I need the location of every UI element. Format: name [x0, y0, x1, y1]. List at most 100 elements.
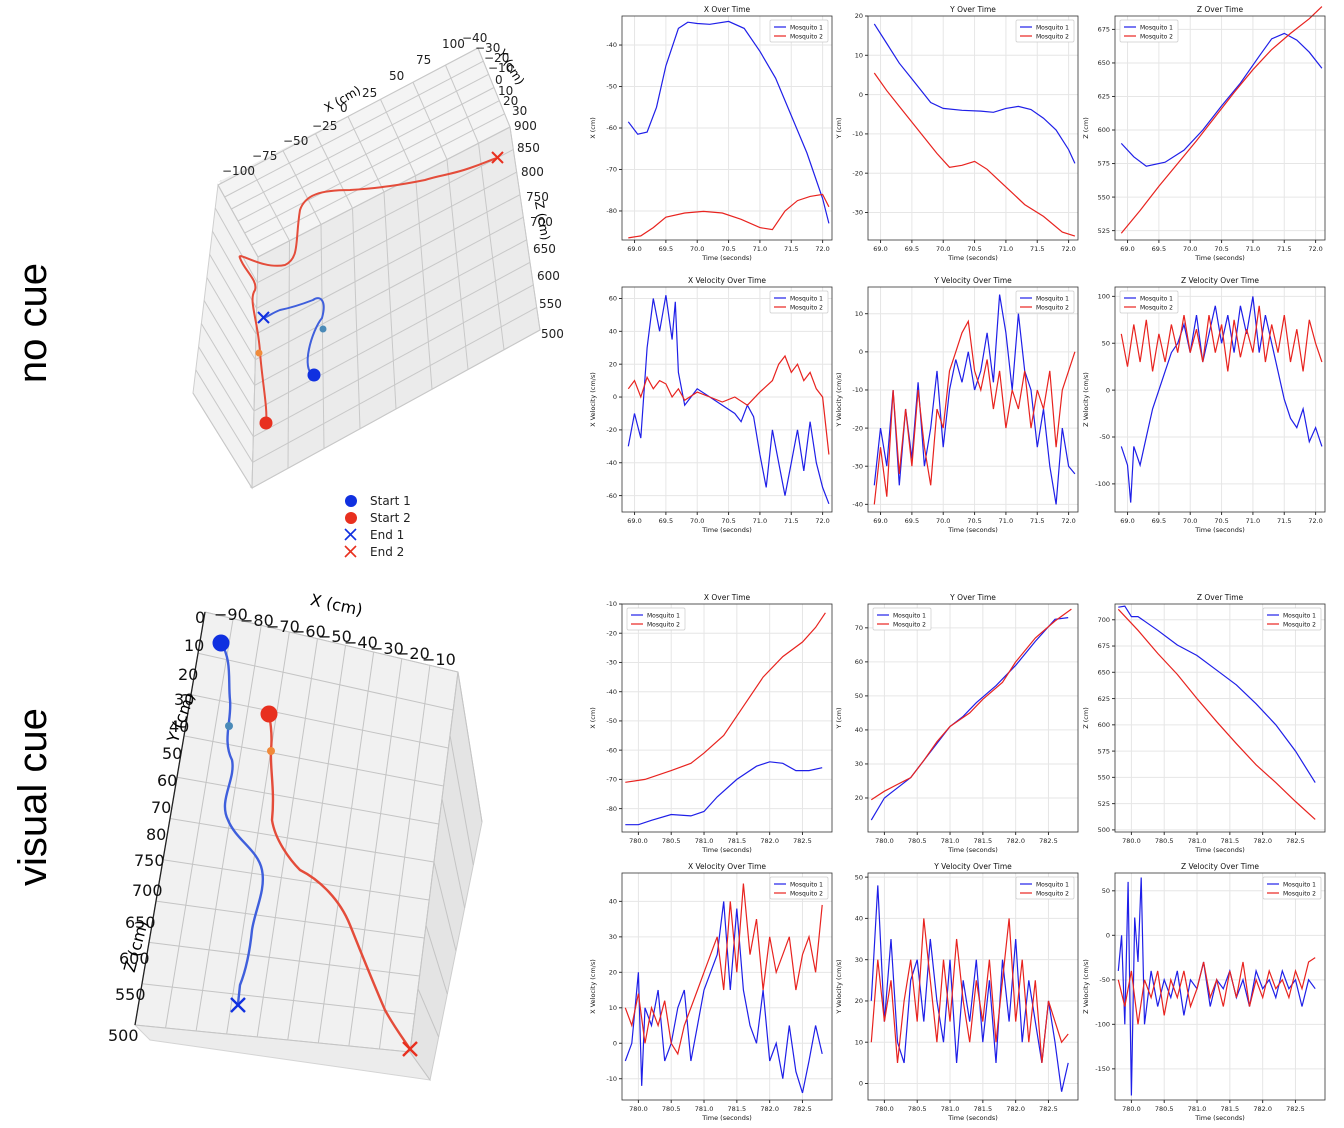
x-tick-label: 782.5 [793, 837, 812, 845]
legend-entry: Mosquito 1 [1140, 24, 1173, 31]
trajectory-mosquito-1 [219, 642, 265, 1005]
series-line-mosquito-2 [625, 612, 826, 783]
x-tick-label: 72.0 [1308, 245, 1322, 253]
y-tick-label: 0 [859, 1080, 863, 1088]
legend-entry: Mosquito 2 [1036, 33, 1069, 40]
x-tick-3d: 50 [389, 69, 404, 83]
legend-start-2-icon [345, 512, 357, 524]
tick-labels-3d-2: 0 −90−80−70−60−50−40−30−20−10 10 20 30 40 50 60… [108, 605, 456, 1045]
chart-legend: Mosquito 1 Mosquito 2 [769, 876, 829, 900]
plot3d-visual-cue: 0 −90−80−70−60−50−40−30−20−10 10 20 30 40 50 60… [108, 590, 483, 1082]
x-tick-label: 780.5 [1155, 1105, 1174, 1113]
line-chart-4: 69.0 69.5 70.0 70.5 71.0 71.5 72.0 -60 -40 -20 0 20… [589, 276, 833, 534]
y-tick-3d: 40 [169, 717, 189, 736]
x-tick-3d: −30 [370, 639, 404, 658]
legend-entry: Mosquito 1 [1036, 24, 1069, 31]
x-tick-label: 781.5 [974, 1105, 993, 1113]
x-tick-label: 71.0 [1246, 517, 1260, 525]
trajectory-mosquito-2 [267, 713, 411, 1050]
x-tick-label: 71.0 [999, 245, 1013, 253]
x-tick-label: 781.5 [728, 837, 747, 845]
y-axis-label: Y Velocity (cm/s) [835, 959, 843, 1014]
series-line-mosquito-2 [873, 72, 1076, 237]
series-line-mosquito-2 [1120, 6, 1323, 234]
y-tick-label: -50 [1099, 433, 1110, 441]
series-line-mosquito-1 [1118, 605, 1316, 783]
x-axis-label: Time (seconds) [947, 1114, 998, 1122]
z-tick-3d: 500 [108, 1026, 139, 1045]
series-line-mosquito-2 [870, 608, 1072, 801]
y-tick-label: -40 [606, 459, 617, 467]
y-tick-label: 650 [1098, 668, 1110, 676]
y-tick-label: 50 [1102, 339, 1110, 347]
y-tick-label: -50 [1099, 976, 1110, 984]
x-tick-label: 72.0 [1308, 517, 1322, 525]
x-tick-label: 71.5 [1277, 245, 1291, 253]
legend-end-2-icon [344, 545, 357, 558]
trajectory-mosquito-1 [262, 297, 327, 376]
x-tick-3d: −70 [266, 617, 300, 636]
y-tick-label: 30 [609, 933, 617, 941]
start-2-marker [259, 416, 273, 430]
x-axis-label: Time (seconds) [947, 254, 998, 262]
y-tick-label: -60 [606, 492, 617, 500]
y-axis-label: Z (cm) [1082, 707, 1090, 729]
x-tick-label: 781.5 [728, 1105, 747, 1113]
tick-labels-3d-1: −100−75−50−250255075100−40−30−20−1001020… [222, 31, 564, 341]
x-tick-label: 781.0 [941, 1105, 960, 1113]
x-tick-label: 782.5 [793, 1105, 812, 1113]
y-tick-3d: 30 [174, 690, 194, 709]
x-tick-label: 780.5 [908, 837, 927, 845]
legend-entry: Mosquito 1 [1283, 612, 1316, 619]
y-tick-3d: 10 [184, 636, 204, 655]
chart-title: X Velocity Over Time [688, 276, 766, 285]
x-tick-label: 72.0 [1061, 245, 1075, 253]
y-axis-label: Z Velocity (cm/s) [1082, 959, 1090, 1014]
x-axis-label: Time (seconds) [701, 846, 752, 854]
z-tick-3d: 650 [125, 913, 156, 932]
series-line-mosquito-1 [870, 617, 1069, 821]
y-tick-label: 600 [1098, 721, 1110, 729]
y-tick-label: -20 [606, 426, 617, 434]
chart-legend: Mosquito 1 Mosquito 2 [1015, 19, 1075, 43]
chart-legend: Mosquito 1 Mosquito 2 [1119, 19, 1179, 43]
x-tick-label: 72.0 [815, 245, 829, 253]
x-tick-label: 782.5 [1286, 1105, 1305, 1113]
x-tick-label: 69.0 [1120, 245, 1134, 253]
z-tick-3d: 900 [514, 119, 537, 133]
plot-frame [621, 872, 833, 1101]
y-tick-3d: 20 [178, 665, 198, 684]
chart-legend: Mosquito 1 Mosquito 2 [626, 607, 686, 631]
y-tick-label: -40 [852, 501, 863, 509]
y-axis-label: X (cm) [589, 117, 597, 139]
x-tick-label: 71.0 [753, 517, 767, 525]
x-tick-label: 70.5 [721, 245, 735, 253]
y-tick-label: 20 [609, 360, 617, 368]
x-tick-3d: −60 [292, 622, 326, 641]
y-tick-label: 60 [609, 295, 617, 303]
x-axis-label: Time (seconds) [701, 526, 752, 534]
x-tick-label: 781.5 [974, 837, 993, 845]
y-tick-label: 40 [855, 726, 863, 734]
x-tick-3d: −40 [344, 633, 378, 652]
y-tick-label: 70 [855, 624, 863, 632]
x-tick-label: 70.5 [721, 517, 735, 525]
z-tick-3d: 550 [539, 297, 562, 311]
series-line-mosquito-2 [1117, 608, 1316, 820]
legend-entry: Mosquito 2 [790, 304, 823, 311]
z-tick-3d: 550 [115, 985, 146, 1004]
legend-entry: Mosquito 1 [647, 612, 680, 619]
line-chart-5: 69.0 69.5 70.0 70.5 71.0 71.5 72.0 -40 -30 -20 -10… [835, 276, 1079, 534]
y-axis-label: X Velocity (cm/s) [589, 372, 597, 427]
y-tick-label: -100 [1095, 480, 1110, 488]
legend-entry: Mosquito 1 [1036, 881, 1069, 888]
x-tick-3d: 25 [362, 86, 377, 100]
series-line-mosquito-1 [627, 295, 830, 505]
z-tick-3d: 500 [541, 327, 564, 341]
x-tick-3d: −20 [396, 644, 430, 663]
x-tick-label: 782.5 [1286, 837, 1305, 845]
x-tick-label: 780.5 [662, 1105, 681, 1113]
z-tick-3d: 650 [533, 242, 556, 256]
y-tick-label: 10 [609, 1004, 617, 1012]
x-tick-label: 780.0 [629, 837, 648, 845]
